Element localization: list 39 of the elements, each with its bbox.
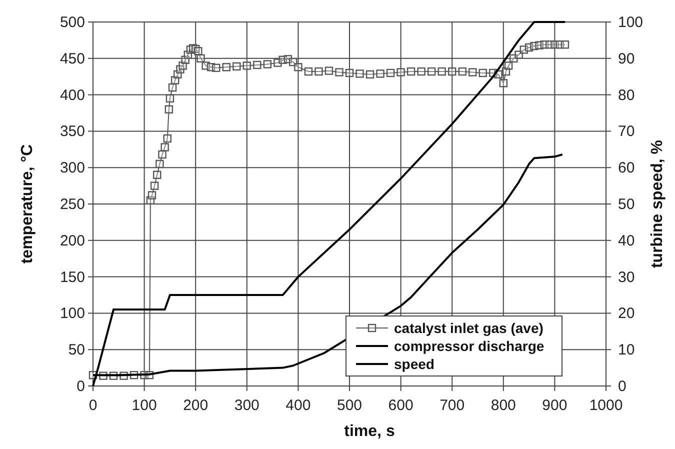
y2-axis-title: turbine speed, % [649, 140, 666, 268]
y-tick-label: 50 [68, 342, 85, 359]
legend-label: compressor discharge [394, 338, 544, 354]
x-tick-label: 500 [336, 397, 362, 414]
y-tick-label: 0 [76, 378, 85, 395]
x-axis-title: time, s [344, 423, 395, 440]
y-tick-label: 200 [60, 232, 85, 250]
y2-tick-label: 70 [618, 123, 635, 140]
y-tick-label: 450 [60, 50, 85, 68]
y2-tick-label: 80 [618, 86, 635, 104]
y2-tick-label: 10 [618, 342, 635, 359]
y2-tick-label: 40 [618, 232, 635, 250]
y-tick-label: 400 [60, 86, 85, 104]
y2-tick-label: 50 [618, 196, 635, 213]
x-tick-label: 0 [88, 397, 98, 414]
y-tick-label: 350 [60, 123, 85, 140]
y-axis-title: temperature, °C [19, 144, 36, 264]
x-tick-label: 200 [183, 397, 208, 414]
legend-label: speed [394, 356, 434, 372]
x-tick-label: 600 [388, 397, 414, 414]
y-tick-label: 150 [60, 268, 85, 286]
x-tick-label: 100 [132, 397, 157, 414]
x-tick-label: 1000 [589, 397, 623, 414]
y2-tick-label: 60 [618, 160, 635, 177]
y-tick-label: 500 [60, 14, 85, 31]
y2-tick-label: 100 [618, 14, 644, 31]
x-tick-label: 700 [440, 397, 465, 414]
y2-tick-label: 0 [618, 378, 626, 395]
y2-tick-label: 90 [618, 50, 635, 68]
x-tick-label: 800 [490, 397, 516, 414]
y2-tick-label: 30 [618, 268, 635, 286]
legend-label: catalyst inlet gas (ave) [394, 320, 544, 336]
y-tick-label: 100 [60, 305, 85, 322]
x-tick-label: 300 [234, 397, 260, 414]
x-tick-label: 400 [286, 397, 311, 414]
y-tick-label: 300 [60, 160, 85, 177]
x-tick-label: 900 [542, 397, 568, 414]
y-tick-label: 250 [60, 196, 85, 213]
y2-tick-label: 20 [618, 305, 635, 322]
